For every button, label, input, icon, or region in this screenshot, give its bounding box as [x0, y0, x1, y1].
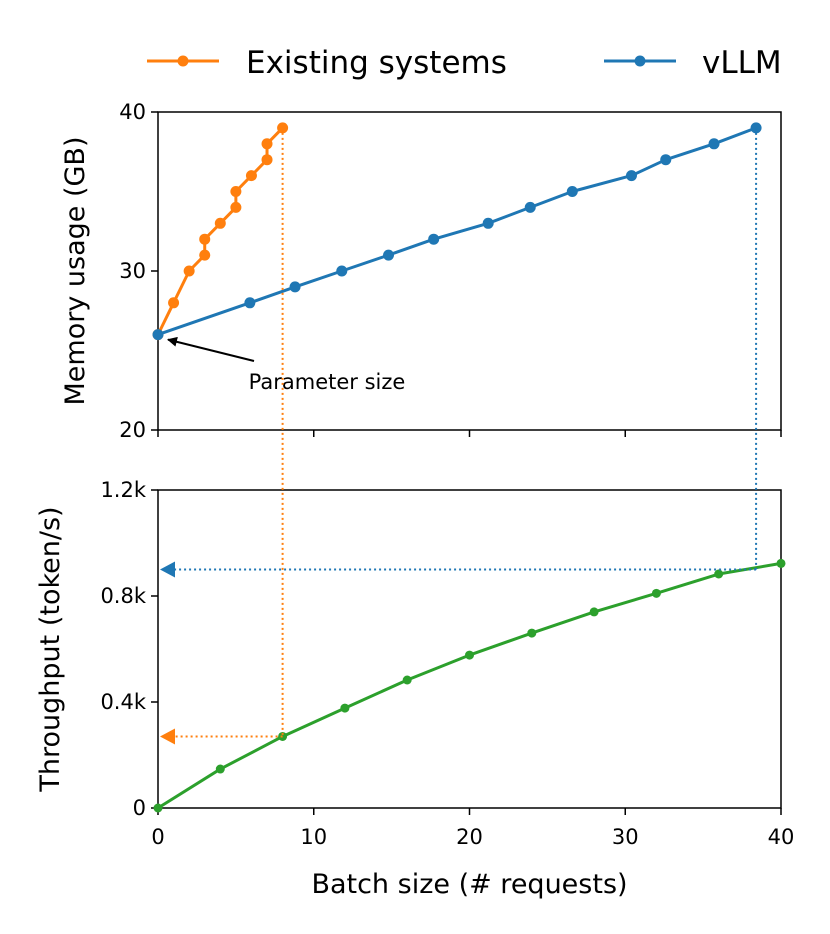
- throughput-x-tick-label: 0: [151, 825, 164, 849]
- memory-data-point: [152, 329, 164, 341]
- memory-data-point: [245, 170, 257, 182]
- memory-data-point: [482, 217, 494, 229]
- annotation-parameter-size: Parameter size: [249, 370, 406, 394]
- throughput-data-point: [776, 558, 786, 568]
- memory-data-point: [289, 281, 301, 293]
- x-axis-label: Batch size (# requests): [311, 869, 627, 900]
- throughput-data-point: [651, 588, 661, 598]
- legend-label: Existing systems: [246, 45, 507, 81]
- memory-data-point: [625, 170, 637, 182]
- throughput-x-tick-label: 30: [612, 825, 639, 849]
- memory-data-point: [750, 122, 762, 134]
- memory-data-point: [199, 249, 211, 261]
- throughput-data-point: [527, 628, 537, 638]
- throughput-data-point: [402, 675, 412, 685]
- memory-data-point: [168, 297, 180, 309]
- memory-series-vllm: [152, 122, 762, 341]
- memory-series-existing-systems: [152, 122, 289, 341]
- memory-data-point: [230, 201, 242, 213]
- memory-data-point: [708, 138, 720, 150]
- memory-data-point: [383, 249, 395, 261]
- memory-data-point: [336, 265, 348, 277]
- memory-y-tick-label: 20: [119, 418, 146, 442]
- throughput-y-axis-label: Throughput (token/s): [35, 506, 66, 792]
- legend-label: vLLM: [702, 45, 782, 81]
- throughput-data-point: [714, 569, 724, 579]
- reference-arrow-marker: [160, 728, 175, 745]
- memory-y-tick-label: 40: [119, 100, 146, 124]
- throughput-plot-frame: [157, 489, 782, 809]
- memory-data-point: [660, 154, 672, 166]
- throughput-series: [153, 558, 786, 813]
- reference-lines: [160, 127, 758, 745]
- memory-data-point: [277, 122, 289, 134]
- throughput-panel: 0 0.4k 0.8k 1.2k 0 10 20 30 40 Batch size (# requ…: [35, 478, 794, 900]
- throughput-data-point: [589, 607, 599, 617]
- throughput-x-tick-label: 40: [768, 825, 795, 849]
- memory-data-point: [214, 217, 226, 229]
- memory-data-point: [199, 233, 211, 245]
- memory-panel: 20 30 40 Memory usage (GB) Parameter size: [60, 100, 782, 442]
- memory-data-point: [524, 201, 536, 213]
- memory-y-tick-label: 30: [119, 259, 146, 283]
- legend: Existing systems vLLM: [147, 45, 782, 81]
- throughput-y-tick-label: 0.4k: [100, 690, 146, 714]
- legend-item-existing-systems: Existing systems: [147, 45, 507, 81]
- legend-marker: [634, 55, 646, 67]
- annotation-arrow: [167, 336, 255, 362]
- throughput-series-line: [157, 561, 782, 810]
- throughput-data-point: [340, 703, 350, 713]
- throughput-x-tick-label: 20: [456, 825, 483, 849]
- memory-data-point: [244, 297, 256, 309]
- memory-data-point: [261, 138, 273, 150]
- memory-data-point: [261, 154, 273, 166]
- memory-data-point: [566, 186, 578, 197]
- memory-y-axis-label: Memory usage (GB): [60, 137, 91, 406]
- legend-item-vllm: vLLM: [604, 45, 782, 81]
- throughput-data-point: [465, 650, 474, 660]
- reference-arrow-marker: [160, 561, 175, 578]
- memory-data-point: [230, 186, 242, 197]
- throughput-y-tick-label: 1.2k: [100, 478, 146, 502]
- throughput-data-point: [215, 764, 225, 774]
- throughput-data-point: [153, 803, 163, 813]
- throughput-y-tick-label: 0: [133, 796, 146, 820]
- legend-marker: [177, 55, 189, 67]
- throughput-x-tick-label: 10: [300, 825, 327, 849]
- memory-data-point: [428, 233, 440, 245]
- memory-data-point: [183, 265, 195, 277]
- throughput-y-tick-label: 0.8k: [100, 584, 146, 608]
